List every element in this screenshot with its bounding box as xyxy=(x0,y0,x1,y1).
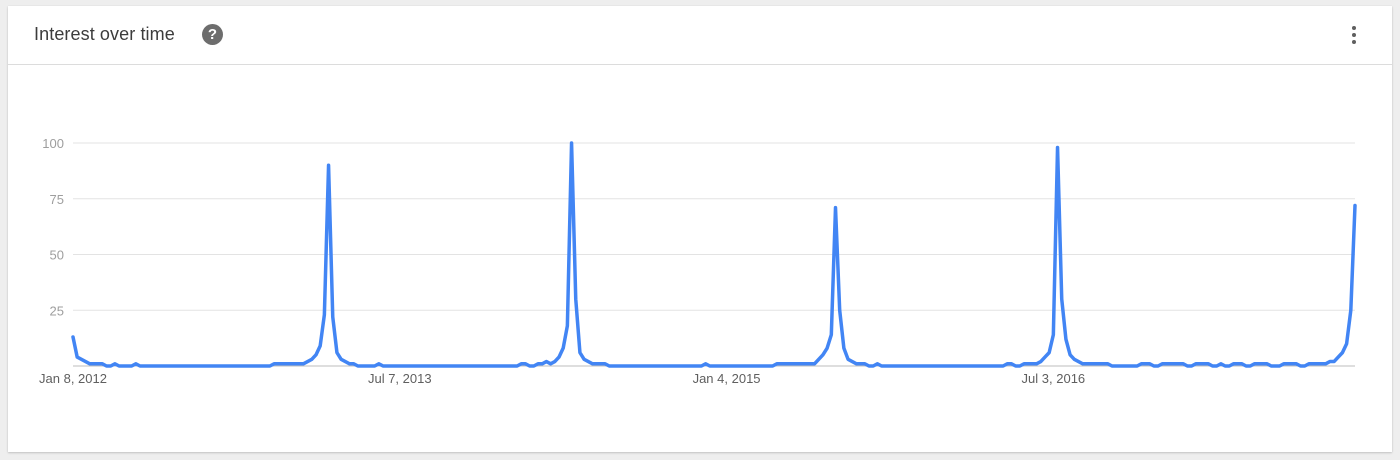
data-point[interactable] xyxy=(313,352,318,357)
data-point[interactable] xyxy=(812,361,817,366)
y-tick-label: 50 xyxy=(50,248,64,263)
data-point[interactable] xyxy=(561,346,566,351)
y-tick-labels: 25 50 75 100 xyxy=(42,136,64,318)
data-point[interactable] xyxy=(820,352,825,357)
series-line xyxy=(71,141,1357,368)
data-point[interactable] xyxy=(1051,332,1056,337)
data-point[interactable] xyxy=(1332,359,1337,364)
data-point[interactable] xyxy=(1344,341,1349,346)
data-point[interactable] xyxy=(577,350,582,355)
data-point[interactable] xyxy=(1068,352,1073,357)
data-point[interactable] xyxy=(552,359,557,364)
data-point[interactable] xyxy=(841,346,846,351)
x-tick-label: Jan 8, 2012 xyxy=(39,371,107,386)
gridlines xyxy=(73,142,1355,311)
data-point[interactable] xyxy=(1340,350,1345,355)
data-point[interactable] xyxy=(334,350,339,355)
data-point[interactable] xyxy=(837,308,842,313)
data-point[interactable] xyxy=(1336,355,1341,360)
data-point[interactable] xyxy=(1063,337,1068,342)
data-point[interactable] xyxy=(326,163,331,168)
menu-dot xyxy=(1352,40,1356,44)
x-tick-label: Jul 7, 2013 xyxy=(368,371,432,386)
menu-dot xyxy=(1352,26,1356,30)
data-point[interactable] xyxy=(1042,355,1047,360)
data-point[interactable] xyxy=(318,343,323,348)
data-point[interactable] xyxy=(1059,297,1064,302)
data-point[interactable] xyxy=(322,312,327,317)
data-point[interactable] xyxy=(1348,308,1353,313)
data-point[interactable] xyxy=(825,346,830,351)
help-icon[interactable]: ? xyxy=(202,24,223,45)
card-header: Interest over time ? xyxy=(8,6,1392,65)
data-point[interactable] xyxy=(816,357,821,362)
interest-over-time-card: Interest over time ? xyxy=(8,6,1392,452)
series-layer xyxy=(71,141,1358,368)
x-tick-label: Jan 4, 2015 xyxy=(693,371,761,386)
card-title: Interest over time xyxy=(34,24,175,44)
data-point[interactable] xyxy=(1353,203,1358,208)
data-point[interactable] xyxy=(829,332,834,337)
data-point[interactable] xyxy=(569,141,574,146)
y-tick-label: 75 xyxy=(50,192,64,207)
data-point[interactable] xyxy=(309,357,314,362)
y-tick-label: 100 xyxy=(42,136,64,151)
data-point[interactable] xyxy=(1047,350,1052,355)
data-point[interactable] xyxy=(556,355,561,360)
data-point[interactable] xyxy=(71,335,76,340)
data-point[interactable] xyxy=(573,297,578,302)
x-tick-label: Jul 3, 2016 xyxy=(1022,371,1086,386)
data-point[interactable] xyxy=(833,205,838,210)
data-point[interactable] xyxy=(330,314,335,319)
y-tick-label: 25 xyxy=(50,303,64,318)
menu-dot xyxy=(1352,33,1356,37)
data-point[interactable] xyxy=(1055,145,1060,150)
data-point[interactable] xyxy=(1038,359,1043,364)
x-tick-labels: Jan 8, 2012 Jul 7, 2013 Jan 4, 2015 Jul 3, … xyxy=(39,371,1085,386)
more-vert-icon[interactable] xyxy=(1344,24,1364,46)
data-point[interactable] xyxy=(565,323,570,328)
